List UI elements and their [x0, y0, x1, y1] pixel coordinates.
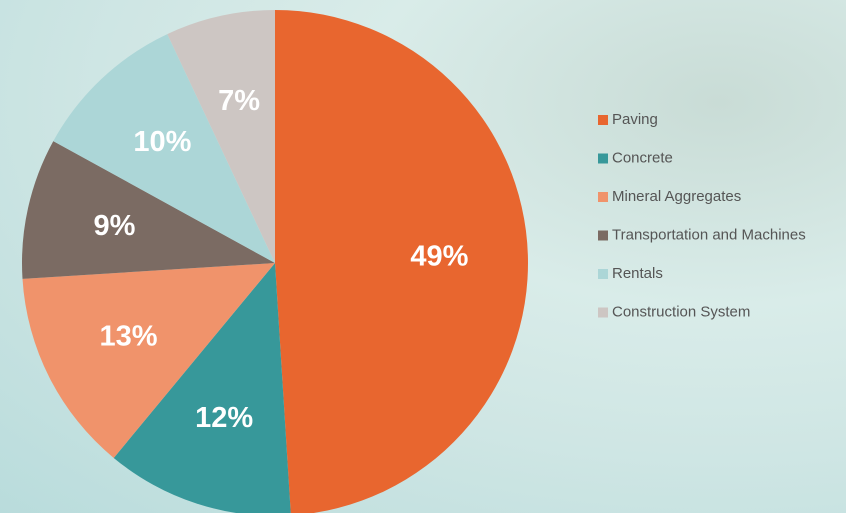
legend-label: Transportation and Machines	[612, 226, 806, 243]
page: {"chart_data": {"type": "pie", "categori…	[0, 0, 846, 513]
legend-label: Construction System	[612, 303, 750, 320]
legend-label: Concrete	[612, 149, 673, 166]
data-label: 9%	[94, 210, 136, 242]
data-label: 49%	[410, 240, 468, 272]
legend-marker	[598, 154, 608, 164]
legend-marker	[598, 115, 608, 125]
data-label: 13%	[99, 320, 157, 352]
legend-marker	[598, 269, 608, 279]
legend-label: Paving	[612, 111, 658, 128]
legend-label: Mineral Aggregates	[612, 188, 741, 205]
pie-slice	[275, 10, 528, 513]
data-label: 12%	[195, 402, 253, 434]
data-label: 10%	[133, 126, 191, 158]
legend-marker	[598, 308, 608, 318]
legend-marker	[598, 192, 608, 202]
legend-label: Rentals	[612, 265, 663, 282]
legend-marker	[598, 231, 608, 241]
chart: 49% 12% 13% 9% 10% 7% Paving Concrete Mineral Ag…	[0, 0, 846, 513]
data-label: 7%	[218, 85, 260, 117]
